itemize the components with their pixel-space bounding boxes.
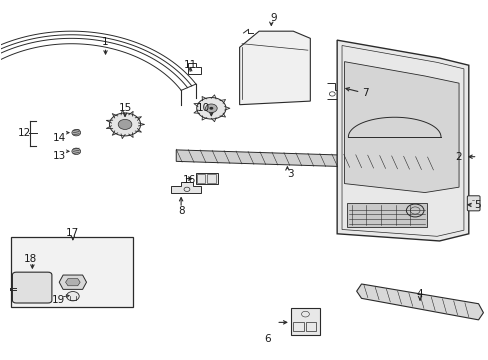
Text: 17: 17 [66,228,80,238]
Text: 15: 15 [118,103,131,113]
Text: 9: 9 [270,13,277,23]
Text: 11: 11 [184,60,197,70]
Text: 2: 2 [454,152,461,162]
Bar [290,308,320,335]
Polygon shape [344,62,458,193]
Text: 19: 19 [52,295,65,305]
Polygon shape [59,275,86,289]
Text: 16: 16 [183,175,196,185]
Bar [306,322,316,331]
Text: 3: 3 [287,168,294,179]
Polygon shape [356,284,483,320]
Circle shape [205,104,217,113]
Bar [293,322,304,331]
Circle shape [109,113,141,136]
Text: 8: 8 [178,206,184,216]
Bar [207,174,215,183]
Text: 18: 18 [24,254,38,264]
Polygon shape [239,31,310,105]
Polygon shape [65,279,80,286]
Polygon shape [336,40,468,241]
Text: 7: 7 [362,88,368,98]
Text: 4: 4 [416,289,423,299]
Text: 1: 1 [102,37,109,47]
Bar [11,237,133,307]
FancyBboxPatch shape [12,272,52,303]
FancyBboxPatch shape [467,196,479,211]
Circle shape [72,148,81,154]
Circle shape [66,292,79,301]
Circle shape [209,107,213,110]
Circle shape [72,130,81,136]
Bar [195,173,217,184]
Polygon shape [171,182,200,193]
Text: 12: 12 [18,129,31,138]
Text: 6: 6 [264,334,271,344]
Text: 10: 10 [196,103,209,113]
Polygon shape [176,150,439,170]
Circle shape [196,98,225,119]
Bar [197,174,205,183]
Text: 13: 13 [53,150,66,161]
Text: 5: 5 [473,200,480,210]
Circle shape [118,120,132,130]
Text: 14: 14 [53,133,66,143]
Bar [346,203,427,226]
